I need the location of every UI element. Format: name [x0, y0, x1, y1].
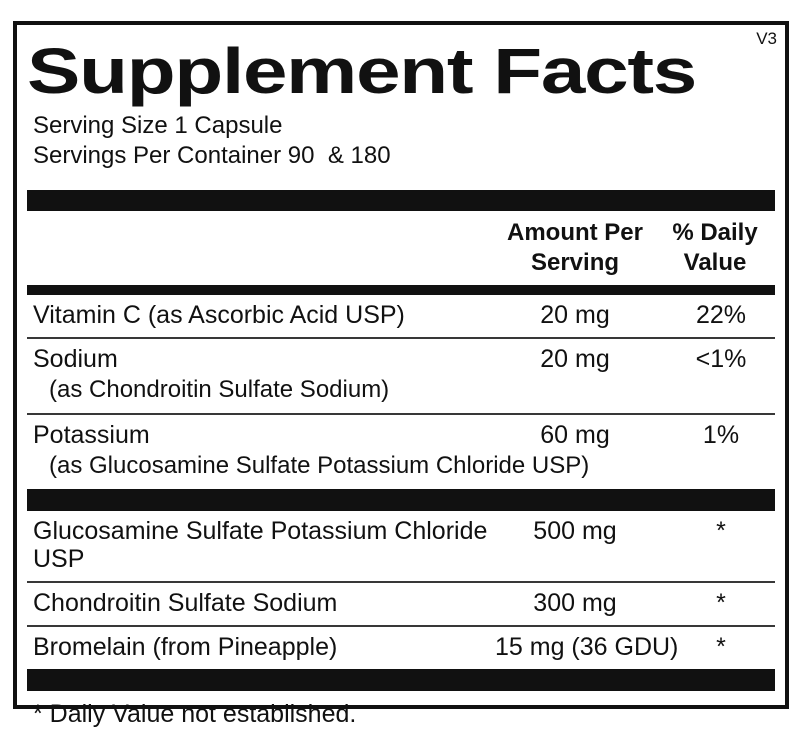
- page-title: Supplement Facts: [27, 35, 775, 107]
- ingredient-amount: 15 mg (36 GDU): [495, 633, 679, 661]
- nutrient-daily-value: <1%: [695, 345, 747, 373]
- supplement-facts-panel: V3 Supplement Facts Serving Size 1 Capsu…: [13, 21, 789, 728]
- nutrient-amount: 20 mg: [540, 345, 610, 373]
- nutrient-amount: 20 mg: [540, 301, 610, 329]
- column-header-row: Amount Per Serving % Daily Value: [27, 211, 775, 285]
- page-title-text: Supplement Facts: [27, 35, 697, 107]
- serving-info: Serving Size 1 Capsule Servings Per Cont…: [27, 111, 775, 171]
- ingredient-name: Chondroitin Sulfate Sodium: [33, 589, 338, 617]
- nutrients-section: Vitamin C (as Ascorbic Acid USP) 20 mg 2…: [27, 295, 775, 489]
- ingredient-daily-value: *: [716, 589, 726, 617]
- nutrient-name: Vitamin C (as Ascorbic Acid USP): [33, 301, 405, 329]
- nutrient-daily-value: 22%: [695, 301, 747, 329]
- ingredient-amount: 500 mg: [533, 517, 617, 545]
- header-bottom-bar: [27, 285, 775, 295]
- nutrient-source: (as Glucosamine Sulfate Potassium Chlori…: [49, 452, 590, 479]
- nutrient-name: Sodium: [33, 345, 118, 373]
- footnote-divider-bar: [27, 669, 775, 691]
- section-divider-bar: [27, 489, 775, 511]
- table-row: Bromelain (from Pineapple) 15 mg (36 GDU…: [27, 625, 775, 669]
- nutrient-source: (as Chondroitin Sulfate Sodium): [49, 376, 390, 403]
- nutrient-daily-value: 1%: [702, 421, 740, 449]
- table-row: Chondroitin Sulfate Sodium 300 mg *: [27, 581, 775, 625]
- ingredient-name: Bromelain (from Pineapple): [33, 633, 338, 661]
- ingredient-daily-value: *: [716, 633, 726, 661]
- table-row: Vitamin C (as Ascorbic Acid USP) 20 mg 2…: [27, 295, 775, 337]
- servings-per-container-line: Servings Per Container 90 & 180: [33, 142, 391, 169]
- version-tag: V3: [756, 29, 777, 48]
- daily-value-footnote: * Daily Value not established.: [33, 700, 357, 728]
- ingredient-name: Glucosamine Sulfate Potassium Chloride U…: [33, 517, 488, 573]
- serving-size-line: Serving Size 1 Capsule: [33, 112, 283, 139]
- percent-daily-value-header: % Daily Value: [672, 219, 758, 276]
- nutrient-name: Potassium: [33, 421, 150, 449]
- table-row: Sodium 20 mg <1% (as Chondroitin Sulfate…: [27, 337, 775, 413]
- ingredient-amount: 300 mg: [533, 589, 617, 617]
- table-row: Glucosamine Sulfate Potassium Chloride U…: [27, 511, 775, 581]
- nutrient-amount: 60 mg: [540, 421, 610, 449]
- ingredients-section: Glucosamine Sulfate Potassium Chloride U…: [27, 511, 775, 669]
- ingredient-daily-value: *: [716, 517, 726, 545]
- table-row: Potassium 60 mg 1% (as Glucosamine Sulfa…: [27, 413, 775, 489]
- amount-per-serving-header: Amount Per Serving: [506, 219, 643, 276]
- header-top-bar: [27, 190, 775, 211]
